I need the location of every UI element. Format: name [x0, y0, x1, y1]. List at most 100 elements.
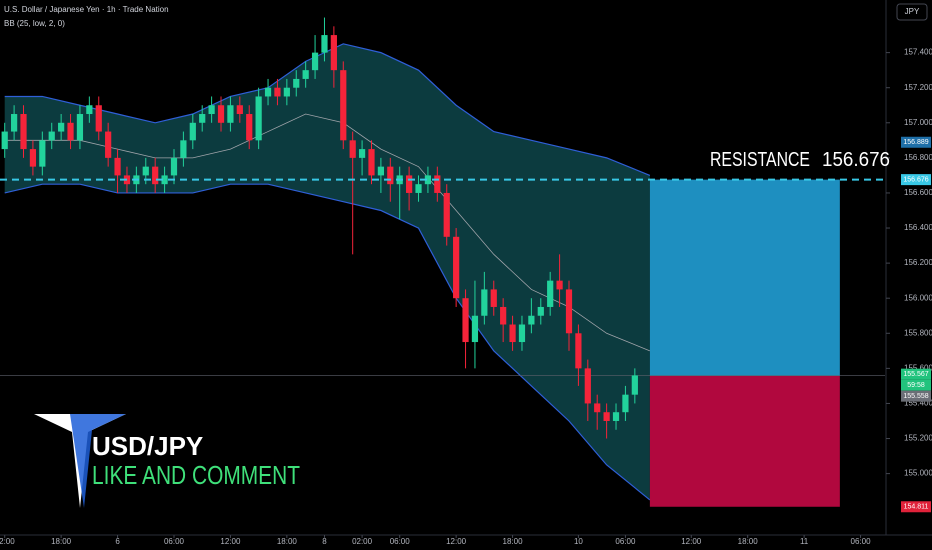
candle-body: [462, 298, 469, 343]
brand-slogan: LIKE AND COMMENT: [92, 460, 300, 490]
x-tick-label: 6: [115, 537, 120, 546]
y-tick-label: 157.000: [904, 118, 932, 127]
band-lower: [4, 183, 651, 501]
candle-body: [518, 324, 526, 343]
candle-body: [95, 105, 102, 132]
x-tick-label: 12:00: [0, 537, 15, 546]
x-tick-label: 06:00: [390, 537, 411, 546]
candle-body: [358, 149, 366, 158]
candle-body: [453, 236, 460, 299]
candle-body: [76, 114, 84, 141]
candle-body: [20, 114, 27, 150]
target-zone: [649, 179, 840, 376]
x-tick-label: 18:00: [738, 537, 759, 546]
candle-body: [509, 324, 516, 343]
candle-body: [67, 122, 74, 141]
candle-body: [490, 289, 497, 307]
candle-body: [152, 166, 159, 185]
candle-body: [622, 394, 629, 413]
y-tick-label: 156.200: [904, 258, 932, 267]
y-tick-label: 156.800: [904, 153, 932, 162]
candle-body: [142, 166, 149, 176]
y-tick-label: 156.400: [904, 223, 932, 232]
currency-box[interactable]: [896, 3, 928, 21]
candle-body: [547, 280, 554, 307]
candle-body: [274, 87, 281, 97]
candle-body: [631, 375, 638, 395]
candle-body: [255, 96, 262, 141]
countdown-box: [901, 379, 931, 391]
candle-body: [603, 412, 610, 421]
candle-body: [537, 306, 544, 316]
price-tag: 155.567: [903, 371, 928, 378]
candle-body: [415, 184, 422, 193]
candle-body: [387, 166, 394, 185]
candle-body: [321, 35, 328, 53]
price-tag: 156.676: [903, 176, 928, 183]
price-tag-box: [901, 368, 931, 380]
x-tick-label: 12:00: [220, 537, 241, 546]
x-tick-label: 18:00: [51, 537, 72, 546]
logo-blue: [70, 414, 126, 508]
x-tick-label: 06:00: [164, 537, 185, 546]
candle-body: [236, 105, 243, 115]
candle-body: [170, 157, 178, 176]
candle-body: [293, 78, 300, 88]
price-tag: 154.811: [904, 504, 929, 511]
candle-body: [58, 122, 65, 132]
candle-body: [246, 114, 253, 141]
candle-body: [377, 166, 385, 176]
brand-name: USD/JPY: [92, 431, 203, 461]
x-tick-label: 18:00: [503, 537, 524, 546]
stop-zone: [649, 375, 840, 507]
candle-body: [406, 175, 413, 193]
candle-body: [594, 403, 601, 413]
candle-body: [180, 140, 187, 158]
candle-body: [340, 70, 347, 141]
y-tick-label: 157.400: [904, 48, 932, 57]
candle-body: [584, 368, 591, 404]
x-tick-label: 8: [322, 537, 327, 546]
price-tag-box: [901, 174, 931, 186]
x-tick-label: 06:00: [615, 537, 636, 546]
candle-body: [217, 105, 225, 123]
x-tick-label: 12:00: [446, 537, 467, 546]
candle-body: [302, 70, 309, 79]
candle-body: [575, 333, 582, 369]
y-tick-label: 155.600: [904, 363, 932, 372]
y-tick-label: 156.000: [904, 293, 932, 302]
plot-area: [0, 17, 885, 507]
currency[interactable]: JPY: [905, 7, 920, 16]
candle-body: [481, 289, 488, 316]
candle-body: [311, 52, 319, 71]
candle-body: [330, 35, 337, 71]
candle-body: [565, 289, 573, 334]
resistance-label: RESISTANCE: [710, 149, 810, 171]
y-tick-label: 155.400: [904, 399, 932, 408]
candle-body: [368, 149, 375, 176]
price-tag: 156.889: [903, 139, 928, 146]
resistance-value: 156.676: [822, 149, 890, 171]
candle-body: [86, 105, 93, 115]
candle-body: [434, 175, 441, 193]
band-middle: [4, 113, 651, 352]
countdown: 59:58: [907, 382, 925, 389]
candle-body: [114, 157, 121, 176]
candle-body: [105, 131, 112, 158]
y-tick-label: 155.800: [904, 328, 932, 337]
candle-body: [199, 114, 206, 123]
y-tick-label: 155.200: [904, 434, 932, 443]
price-tag-box: [901, 501, 931, 513]
x-tick-label: 12:00: [681, 537, 702, 546]
x-tick-label: 02:00: [352, 537, 373, 546]
candle-body: [29, 149, 37, 167]
candle-body: [283, 87, 290, 97]
y-tick-label: 156.600: [904, 188, 932, 197]
candle-body: [264, 87, 272, 97]
chart-title: U.S. Dollar / Japanese Yen · 1h · Trade …: [4, 5, 169, 14]
price-tag: 155.558: [903, 393, 928, 400]
candle-body: [189, 122, 196, 141]
y-tick-label: 157.200: [904, 83, 932, 92]
x-tick-label: 06:00: [851, 537, 872, 546]
